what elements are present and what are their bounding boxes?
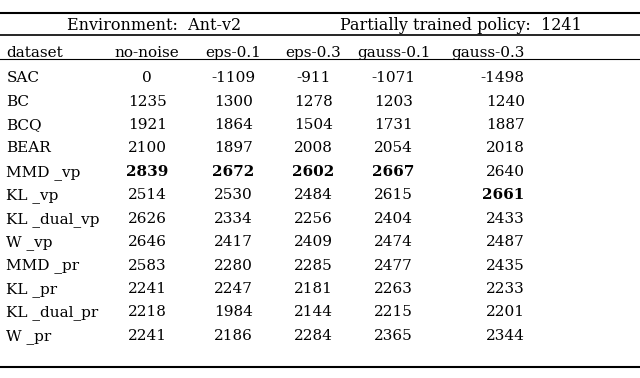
Text: 1240: 1240 [486, 94, 525, 108]
Text: 2186: 2186 [214, 329, 253, 343]
Text: 1731: 1731 [374, 118, 413, 132]
Text: 2181: 2181 [294, 282, 333, 296]
Text: MMD _pr: MMD _pr [6, 259, 79, 273]
Text: 1864: 1864 [214, 118, 253, 132]
Text: 2008: 2008 [294, 141, 333, 155]
Text: 1921: 1921 [128, 118, 166, 132]
Text: 1504: 1504 [294, 118, 333, 132]
Text: 2201: 2201 [486, 305, 525, 319]
Text: 2256: 2256 [294, 212, 333, 226]
Text: 2241: 2241 [128, 329, 166, 343]
Text: 2263: 2263 [374, 282, 413, 296]
Text: 2839: 2839 [126, 165, 168, 179]
Text: 1278: 1278 [294, 94, 333, 108]
Text: 2054: 2054 [374, 141, 413, 155]
Text: SAC: SAC [6, 71, 40, 85]
Text: 1300: 1300 [214, 94, 253, 108]
Text: 2284: 2284 [294, 329, 333, 343]
Text: 2365: 2365 [374, 329, 413, 343]
Text: 2484: 2484 [294, 188, 333, 202]
Text: BC: BC [6, 94, 29, 108]
Text: Environment:  Ant-v2: Environment: Ant-v2 [67, 17, 241, 34]
Text: 2233: 2233 [486, 282, 525, 296]
Text: 2435: 2435 [486, 259, 525, 273]
Text: 2280: 2280 [214, 259, 253, 273]
Text: 2247: 2247 [214, 282, 253, 296]
Text: 2215: 2215 [374, 305, 413, 319]
Text: KL _vp: KL _vp [6, 188, 59, 203]
Text: -1109: -1109 [212, 71, 255, 85]
Text: gauss-0.3: gauss-0.3 [451, 46, 525, 60]
Text: 2661: 2661 [483, 188, 525, 202]
Text: 2334: 2334 [214, 212, 253, 226]
Text: -1071: -1071 [372, 71, 415, 85]
Text: BCQ: BCQ [6, 118, 42, 132]
Text: W _vp: W _vp [6, 235, 53, 250]
Text: 1984: 1984 [214, 305, 253, 319]
Text: 2477: 2477 [374, 259, 413, 273]
Text: eps-0.3: eps-0.3 [285, 46, 342, 60]
Text: 2409: 2409 [294, 235, 333, 249]
Text: 2144: 2144 [294, 305, 333, 319]
Text: MMD _vp: MMD _vp [6, 165, 81, 180]
Text: 2646: 2646 [128, 235, 166, 249]
Text: no-noise: no-noise [115, 46, 180, 60]
Text: 2530: 2530 [214, 188, 253, 202]
Text: Partially trained policy:  1241: Partially trained policy: 1241 [340, 17, 582, 34]
Text: 2487: 2487 [486, 235, 525, 249]
Text: 2100: 2100 [128, 141, 166, 155]
Text: 0: 0 [142, 71, 152, 85]
Text: 2018: 2018 [486, 141, 525, 155]
Text: 1897: 1897 [214, 141, 253, 155]
Text: 2404: 2404 [374, 212, 413, 226]
Text: 2626: 2626 [128, 212, 166, 226]
Text: W _pr: W _pr [6, 329, 52, 344]
Text: eps-0.1: eps-0.1 [205, 46, 262, 60]
Text: 1203: 1203 [374, 94, 413, 108]
Text: 2602: 2602 [292, 165, 335, 179]
Text: 2344: 2344 [486, 329, 525, 343]
Text: 2218: 2218 [128, 305, 166, 319]
Text: 2241: 2241 [128, 282, 166, 296]
Text: 2474: 2474 [374, 235, 413, 249]
Text: gauss-0.1: gauss-0.1 [357, 46, 430, 60]
Text: KL _pr: KL _pr [6, 282, 58, 297]
Text: dataset: dataset [6, 46, 63, 60]
Text: 2433: 2433 [486, 212, 525, 226]
Text: 1887: 1887 [486, 118, 525, 132]
Text: -911: -911 [296, 71, 331, 85]
Text: KL _dual_pr: KL _dual_pr [6, 305, 99, 320]
Text: KL _dual_vp: KL _dual_vp [6, 212, 100, 226]
Text: -1498: -1498 [481, 71, 525, 85]
Text: 2667: 2667 [372, 165, 415, 179]
Text: 2583: 2583 [128, 259, 166, 273]
Text: 2615: 2615 [374, 188, 413, 202]
Text: 2417: 2417 [214, 235, 253, 249]
Text: 1235: 1235 [128, 94, 166, 108]
Text: 2285: 2285 [294, 259, 333, 273]
Text: 2514: 2514 [128, 188, 166, 202]
Text: 2672: 2672 [212, 165, 255, 179]
Text: 2640: 2640 [486, 165, 525, 179]
Text: BEAR: BEAR [6, 141, 51, 155]
